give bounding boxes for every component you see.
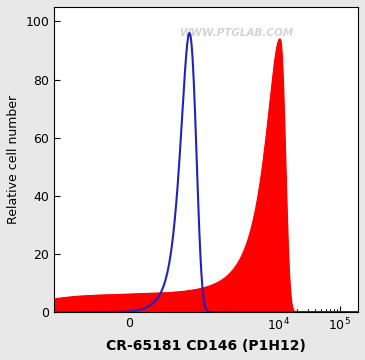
X-axis label: CR-65181 CD146 (P1H12): CR-65181 CD146 (P1H12) [106,339,306,353]
Y-axis label: Relative cell number: Relative cell number [7,95,20,224]
Text: WWW.PTGLAB.COM: WWW.PTGLAB.COM [180,28,294,38]
